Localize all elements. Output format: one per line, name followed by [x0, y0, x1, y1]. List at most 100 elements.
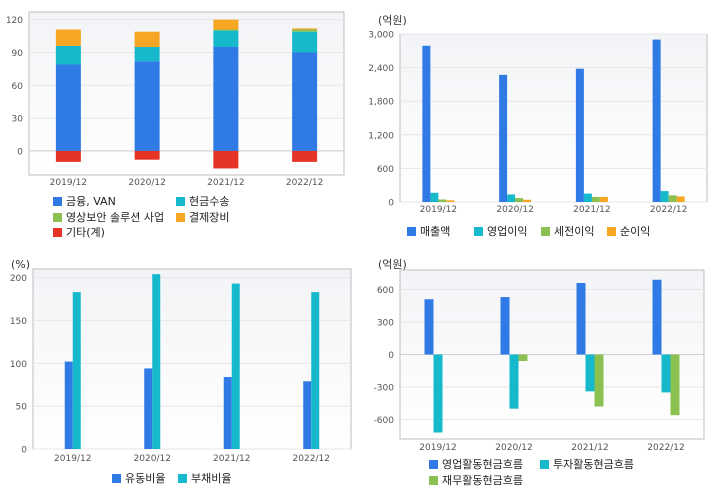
x-tick-label: 2021/12 — [207, 178, 244, 188]
bar — [594, 354, 604, 407]
y-tick-label: 120 — [6, 16, 23, 26]
bar-segment — [292, 31, 318, 53]
x-tick-label: 2019/12 — [54, 454, 91, 464]
legend-label: 영상보안 솔루션 사업 — [66, 211, 164, 224]
bar-segment — [292, 52, 318, 151]
bar-segment — [55, 29, 81, 46]
bar — [668, 195, 677, 202]
legend-item: 기타(계) — [53, 226, 105, 239]
legend-swatch — [429, 460, 438, 469]
x-tick-label: 2022/12 — [293, 454, 330, 464]
legend-item: 재무활동현금흐름 — [429, 473, 523, 487]
unit-label: (억원) — [378, 258, 407, 271]
ratios-svg: (%) 0 50 100 150 200 2019/12 2020/12 2021/12 2022… — [10, 258, 352, 485]
x-tick-label: 2020/12 — [134, 454, 171, 464]
bar-segment — [55, 150, 81, 162]
legend-swatch — [53, 197, 62, 206]
y-tick-label: 0 — [388, 199, 394, 209]
bar — [583, 193, 592, 202]
bar-segment — [213, 29, 239, 31]
y-tick-label: 60 — [12, 82, 24, 92]
bar-segment — [292, 29, 318, 32]
legend-item: 영업활동현금흐름 — [429, 457, 523, 471]
plot-area — [28, 11, 345, 176]
legend-swatch — [407, 227, 416, 236]
bar-segment — [213, 30, 239, 48]
x-tick-label: 2020/12 — [495, 443, 532, 453]
x-tick-label: 2022/12 — [650, 205, 687, 215]
y-tick-label: 50 — [16, 403, 28, 413]
bar — [576, 283, 586, 355]
legend-label: 영업활동현금흐름 — [442, 457, 523, 471]
bar — [231, 283, 240, 449]
y-tick-label: 200 — [10, 274, 27, 284]
bar — [509, 354, 519, 409]
y-tick-label: -600 — [374, 416, 395, 426]
bar — [223, 377, 232, 449]
bar — [660, 191, 669, 202]
income-chart: (억원) 0 600 1,200 1,800 2,400 3,000 2019/12 2020/… — [360, 0, 720, 248]
legend-item: 유동비율 — [112, 472, 165, 485]
legend-item: 매출액 — [407, 225, 450, 238]
plot-area — [399, 33, 708, 203]
bar — [652, 279, 662, 355]
x-tick-label: 2022/12 — [286, 178, 323, 188]
legend-label: 부채비율 — [191, 472, 231, 485]
legend-swatch — [474, 227, 483, 236]
y-tick-label: 600 — [377, 286, 394, 296]
bar — [152, 274, 161, 449]
bar — [518, 354, 528, 361]
bar-segment — [55, 64, 81, 151]
x-tick-label: 2021/12 — [213, 454, 250, 464]
legend-item: 투자활동현금흐름 — [540, 457, 634, 471]
y-tick-label: -300 — [374, 384, 395, 394]
y-tick-label: 30 — [12, 115, 24, 125]
x-tick-label: 2020/12 — [128, 178, 165, 188]
legend-swatch — [112, 474, 121, 483]
x-tick-label: 2020/12 — [496, 205, 533, 215]
bar — [652, 39, 661, 202]
legend-label: 순이익 — [620, 225, 650, 238]
income-svg: (억원) 0 600 1,200 1,800 2,400 3,000 2019/12 2020/… — [368, 14, 708, 238]
y-tick-label: 600 — [377, 165, 394, 175]
x-tick-label: 2019/12 — [420, 205, 457, 215]
plot-area — [32, 268, 352, 450]
bar — [670, 354, 680, 416]
y-tick-label: 1,800 — [368, 98, 394, 108]
legend-label: 투자활동현금흐름 — [553, 457, 634, 471]
y-tick-label: 2,400 — [368, 64, 394, 74]
bar-segment — [213, 47, 239, 151]
legend-label: 기타(계) — [66, 226, 105, 239]
bar-segment — [134, 61, 160, 151]
legend-swatch — [541, 227, 550, 236]
cashflow-svg: (억원) -600 -300 0 300 600 2019/12 2020/12 2021/12… — [374, 258, 705, 487]
y-tick-label: 0 — [388, 351, 394, 361]
bar — [72, 292, 81, 449]
bar — [515, 198, 524, 202]
cashflow-chart: (억원) -600 -300 0 300 600 2019/12 2020/12 2021/12… — [360, 248, 720, 496]
unit-label: (%) — [11, 258, 30, 271]
legend-item: 영업이익 — [474, 225, 527, 238]
x-tick-label: 2022/12 — [647, 443, 684, 453]
legend-label: 재무활동현금흐름 — [442, 473, 523, 487]
bar-segment — [292, 28, 318, 30]
y-tick-label: 3,000 — [368, 31, 394, 41]
bar — [661, 354, 671, 393]
legend-label: 결제장비 — [189, 211, 229, 224]
bar — [64, 361, 73, 449]
legend-label: 현금수송 — [189, 195, 229, 208]
legend-swatch — [53, 213, 62, 222]
bar — [303, 381, 312, 449]
bar — [424, 299, 434, 355]
x-tick-label: 2019/12 — [419, 443, 456, 453]
legend-swatch — [607, 227, 616, 236]
x-tick-label: 2021/12 — [571, 443, 608, 453]
x-tick-label: 2019/12 — [50, 178, 87, 188]
y-tick-label: 90 — [12, 49, 24, 59]
legend-item: 결제장비 — [176, 211, 229, 224]
x-tick-label: 2021/12 — [573, 205, 610, 215]
bar — [599, 196, 608, 202]
legend-label: 영업이익 — [487, 225, 527, 238]
bar — [575, 68, 584, 202]
revenue-mix-svg: 0 30 60 90 120 2019/12 2020/12 2021/12 2022/12 금융… — [6, 11, 345, 239]
